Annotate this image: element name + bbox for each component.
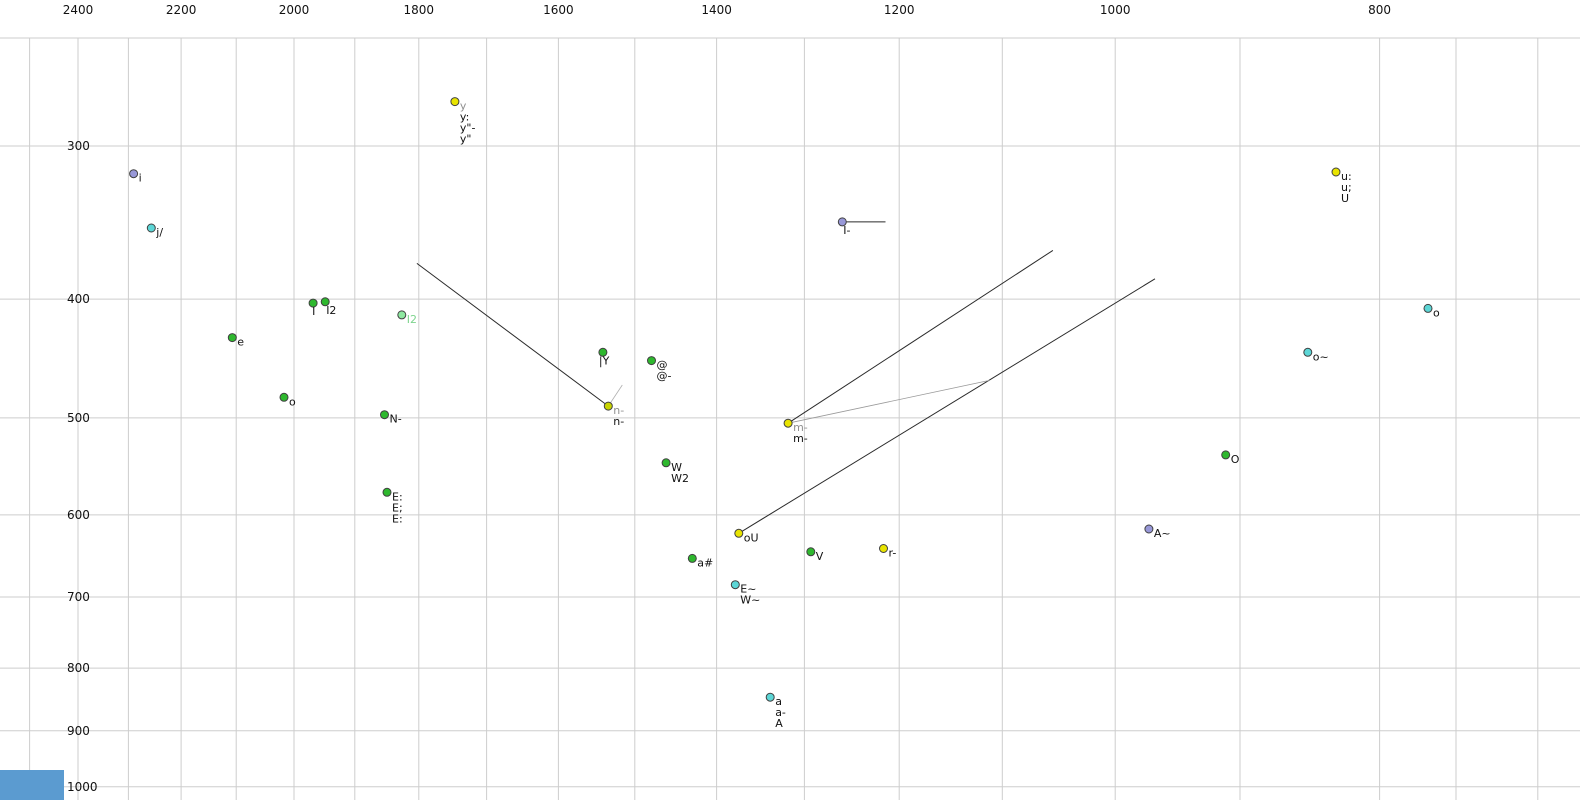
x-axis-tick-label: 2400 [63, 3, 94, 17]
point-label-o-left: o [289, 395, 296, 408]
connector-line [787, 249, 1054, 424]
y-axis-tick-label: 600 [67, 508, 90, 522]
point-label-schwa: @- [657, 370, 672, 383]
point-label-i2-green: I2 [326, 304, 336, 317]
point-label-y: y"- [460, 122, 476, 135]
connector-line [788, 380, 990, 424]
x-axis-tick-label: 800 [1368, 3, 1391, 17]
data-point-i-minus[interactable] [837, 217, 847, 227]
data-point-u-colon[interactable] [1331, 167, 1341, 177]
point-label-n-minus: n- [613, 404, 624, 417]
point-label-ou: oU [744, 531, 759, 544]
data-point-o-left[interactable] [279, 392, 289, 402]
point-label-r-minus: r- [889, 547, 897, 560]
y-axis-tick-label: 800 [67, 661, 90, 675]
point-label-y: y" [460, 133, 472, 146]
point-label-schwa: @ [657, 359, 668, 372]
data-point-i2-pale[interactable] [397, 310, 407, 320]
point-label-m-minus: m- [793, 421, 808, 434]
data-point-m-minus[interactable] [783, 418, 793, 428]
point-label-n-minus: n- [613, 415, 624, 428]
data-point-n-cap[interactable] [380, 410, 389, 420]
corner-rectangle [0, 770, 64, 800]
point-label-o-nasal: o~ [1313, 350, 1329, 363]
point-label-e: e [237, 336, 244, 349]
point-label-u-colon: U [1341, 192, 1349, 205]
point-label-u-colon: u; [1341, 181, 1352, 194]
y-axis-tick-label: 700 [67, 590, 90, 604]
point-label-w: W [671, 461, 682, 474]
point-label-e-colon: E: [392, 512, 403, 525]
y-axis-tick-label: 900 [67, 724, 90, 738]
point-label-l-y: |Y [599, 354, 610, 367]
connector-line [416, 262, 609, 407]
x-axis-tick-label: 1800 [404, 3, 435, 17]
point-label-j-slash: j/ [155, 226, 163, 239]
point-label-o-cap: O [1231, 453, 1240, 466]
data-point-o-nasal[interactable] [1303, 347, 1313, 357]
point-label-e-tilde: E~ [740, 583, 756, 596]
y-axis-tick-label: 500 [67, 411, 90, 425]
data-point-schwa[interactable] [647, 356, 656, 366]
point-label-o-right: o [1433, 306, 1440, 319]
point-label-a-low: A [775, 717, 783, 730]
data-point-e-tilde[interactable] [730, 580, 740, 590]
data-point-e-colon[interactable] [382, 487, 392, 497]
point-label-e-colon: E: [392, 490, 403, 503]
y-axis-tick-label: 400 [67, 292, 90, 306]
point-label-a-low: a- [775, 706, 786, 719]
data-point-o-right[interactable] [1423, 303, 1433, 313]
x-axis-tick-label: 1400 [701, 3, 732, 17]
x-axis-tick-label: 2000 [279, 3, 310, 17]
point-label-a-nasal: A~ [1154, 527, 1171, 540]
point-label-i-minus: I- [843, 224, 850, 237]
point-label-i2-pale: I2 [407, 313, 417, 326]
y-axis-tick-label: 300 [67, 139, 90, 153]
point-label-v: V [816, 550, 824, 563]
x-axis-tick-label: 1200 [884, 3, 915, 17]
data-point-e[interactable] [227, 333, 237, 343]
data-point-w[interactable] [661, 458, 671, 468]
data-point-ou[interactable] [734, 528, 744, 538]
data-point-v[interactable] [806, 547, 816, 557]
data-point-i-cap[interactable] [308, 298, 318, 308]
data-point-y[interactable] [450, 97, 460, 107]
point-label-y: y: [460, 111, 469, 124]
data-point-a-low[interactable] [765, 692, 775, 702]
point-label-u-colon: u: [1341, 170, 1352, 183]
x-axis-tick-label: 2200 [166, 3, 197, 17]
data-point-r-minus[interactable] [879, 544, 888, 553]
point-label-e-tilde: W~ [740, 594, 760, 607]
data-point-o-cap[interactable] [1221, 450, 1231, 460]
data-point-l-y[interactable] [598, 347, 608, 357]
data-point-a-hash[interactable] [687, 553, 697, 563]
data-point-a-nasal[interactable] [1144, 524, 1154, 534]
point-label-i-cap: I [312, 305, 315, 318]
x-axis-tick-label: 1000 [1100, 3, 1131, 17]
connector-line [738, 278, 1156, 534]
point-label-y: y [460, 100, 467, 113]
point-label-m-minus: m- [793, 432, 808, 445]
point-label-a-low: a [775, 695, 782, 708]
data-point-n-minus[interactable] [603, 401, 613, 411]
data-point-i[interactable] [129, 169, 139, 179]
x-axis-tick-label: 1600 [543, 3, 574, 17]
point-label-a-hash: a# [697, 556, 713, 569]
point-label-n-cap: N- [390, 413, 402, 426]
y-axis-tick-label: 1000 [67, 780, 98, 794]
point-label-e-colon: E; [392, 501, 403, 514]
data-point-i2-green[interactable] [320, 297, 330, 307]
data-point-j-slash[interactable] [146, 223, 156, 233]
point-label-w: W2 [671, 472, 689, 485]
point-label-i: i [139, 172, 142, 185]
